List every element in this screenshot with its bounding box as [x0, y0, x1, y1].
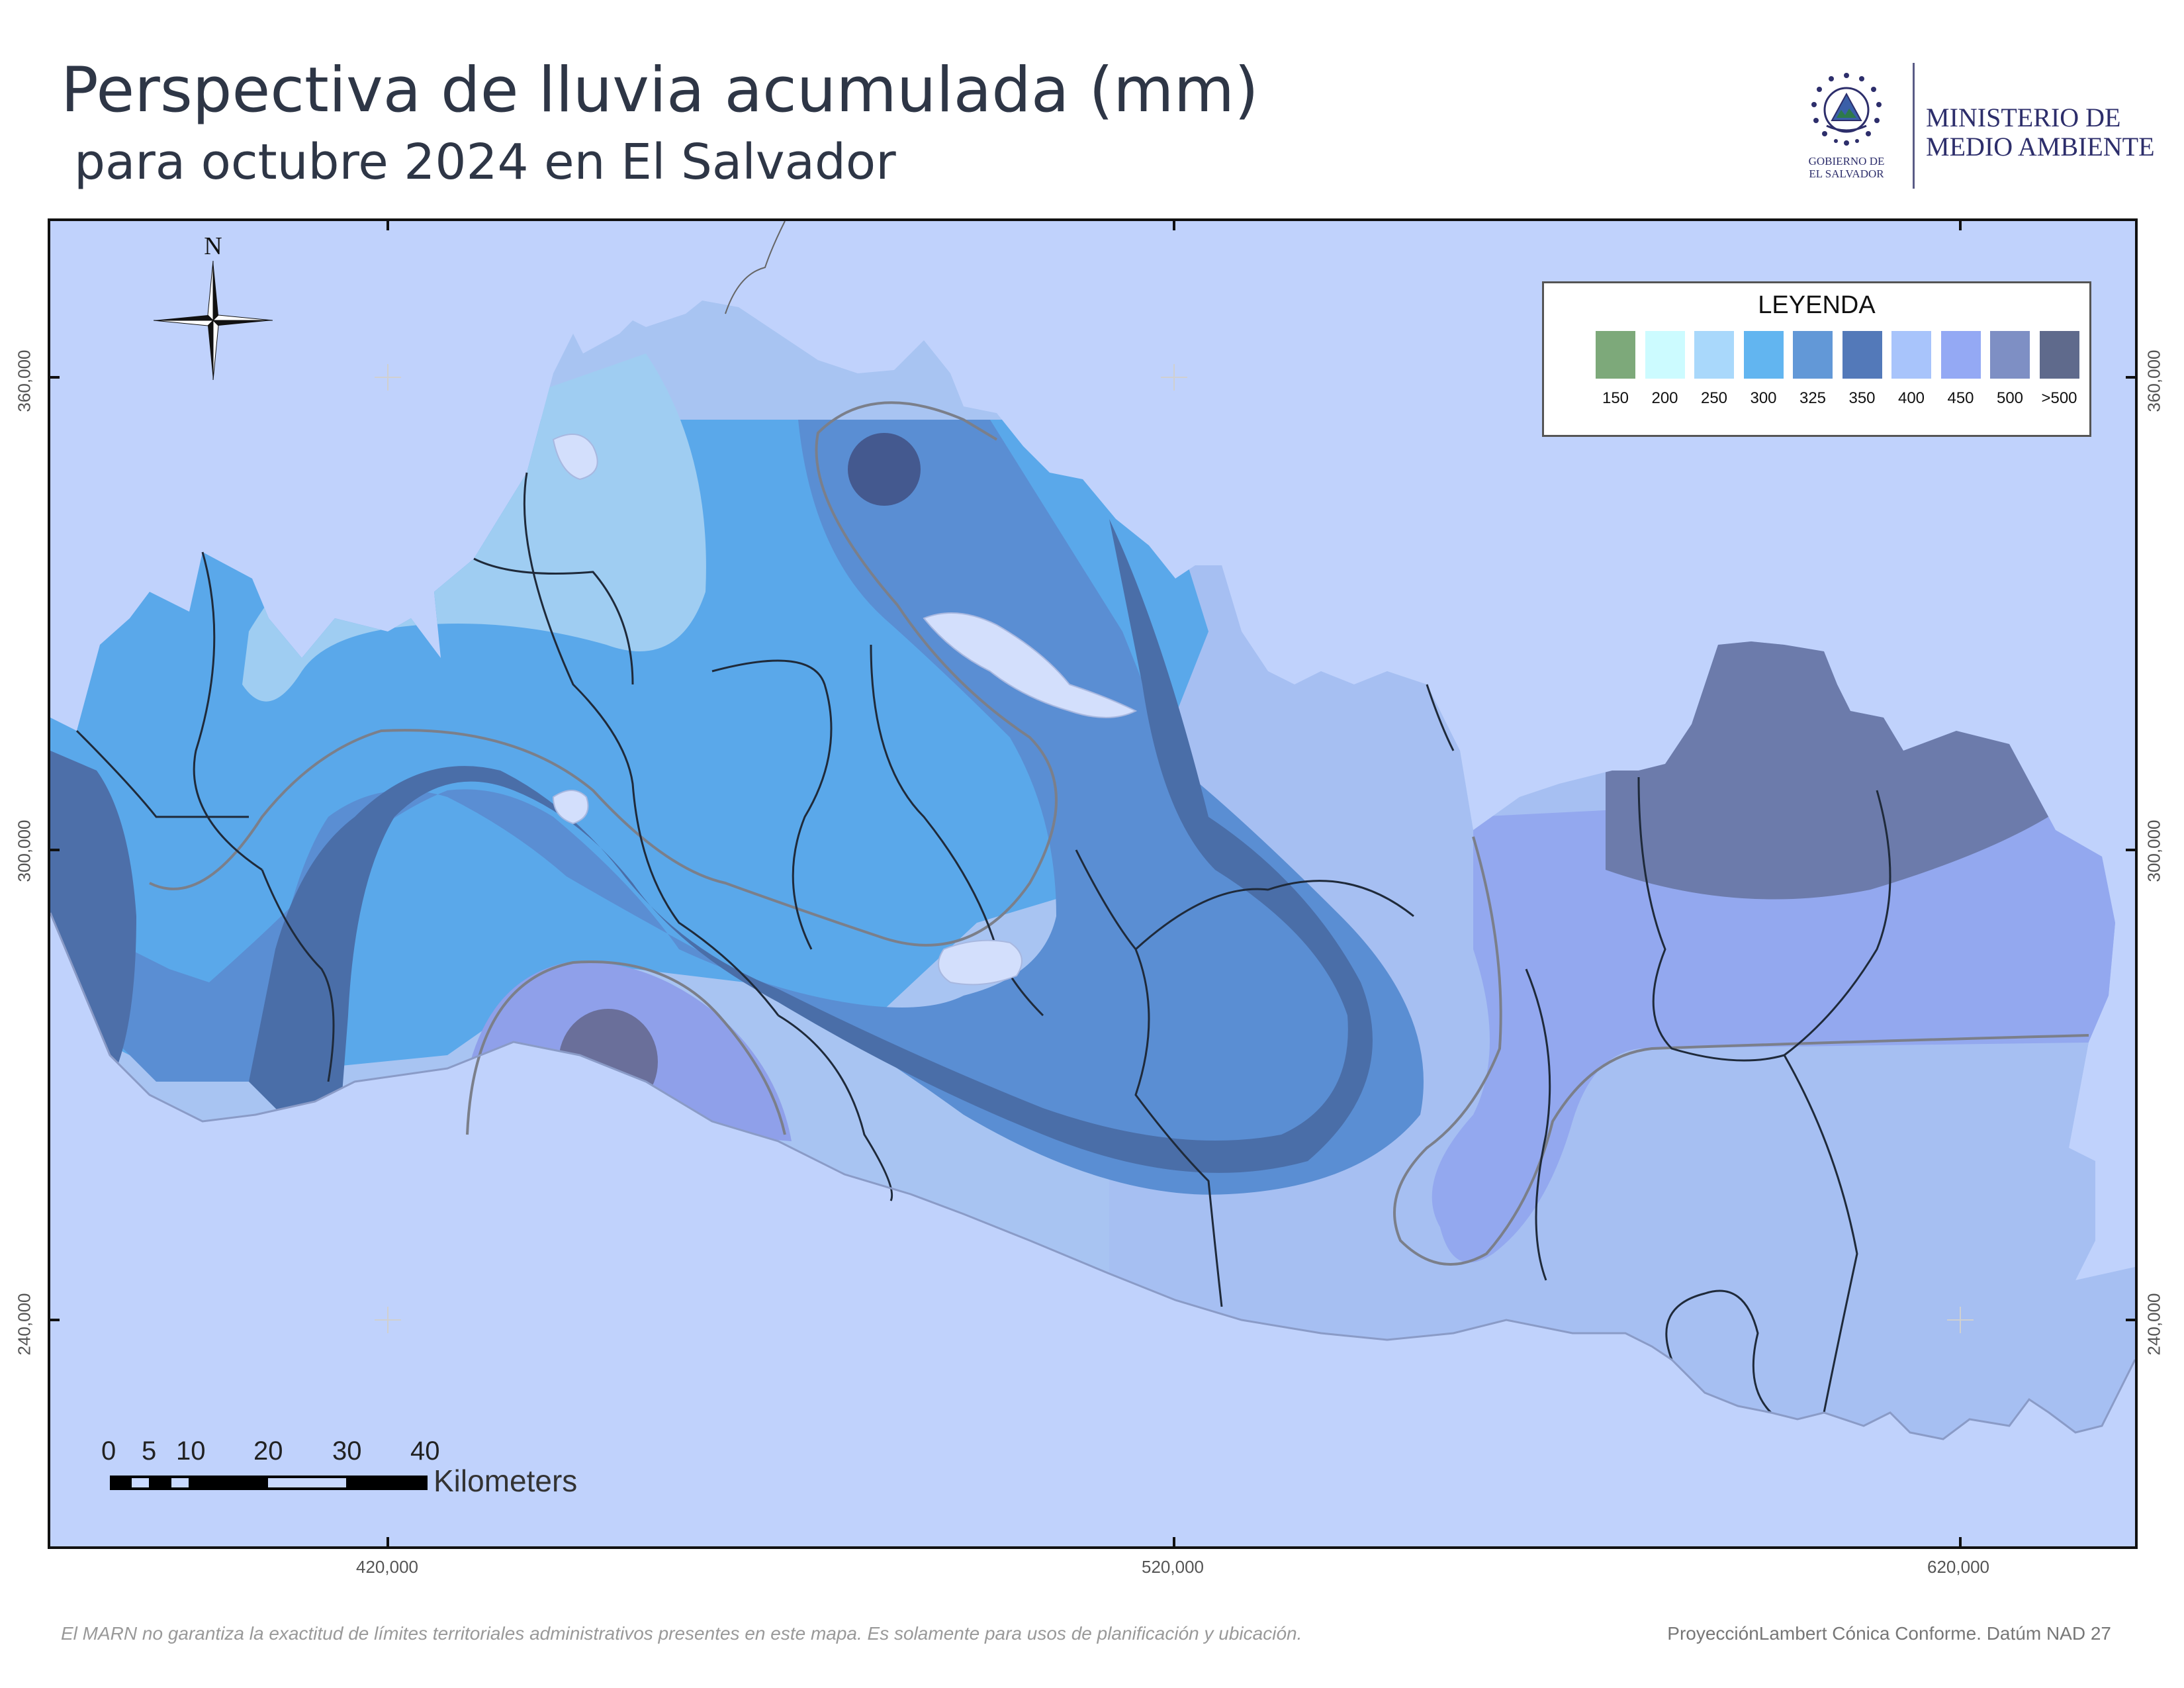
legend-swatch: [1990, 331, 2030, 379]
scale-tick-20: 20: [253, 1436, 283, 1466]
national-seal-icon: [1811, 73, 1882, 146]
frame-ticks: [50, 221, 2135, 1546]
y-label-left-360000: 360,000: [14, 350, 34, 412]
legend-swatch: [1596, 331, 1635, 379]
scale-tick-40: 40: [410, 1436, 440, 1466]
legend-label: 300: [1750, 389, 1777, 407]
x-label-420000: 420,000: [356, 1557, 418, 1577]
x-label-520000: 520,000: [1142, 1557, 1204, 1577]
north-label: N: [204, 232, 222, 260]
zone-500-north: [848, 433, 921, 506]
legend-label: 400: [1897, 389, 1925, 407]
isohyet-lines: [149, 401, 2089, 1266]
y-label-left-300000: 300,000: [14, 820, 34, 882]
government-line2: EL SALVADOR: [1809, 167, 1884, 180]
coastline: [50, 912, 2135, 1440]
river-lempa: [725, 221, 786, 314]
legend-swatch: [1842, 331, 1882, 379]
legend-label: 500: [1996, 389, 2024, 407]
legend-swatch: [1694, 331, 1734, 379]
scale-tick-5: 5: [142, 1436, 157, 1466]
lake-ilopango: [938, 939, 1023, 986]
legend-label: 450: [1947, 389, 1974, 407]
scale-tick-0: 0: [101, 1436, 116, 1466]
legend-label: >500: [2041, 389, 2077, 407]
lake-suchitlan: [923, 612, 1138, 718]
rainfall-map[interactable]: [50, 221, 2135, 1546]
page-subtitle: para octubre 2024 en El Salvador: [74, 134, 896, 191]
legend-label: 350: [1848, 389, 1876, 407]
y-label-right-360000: 360,000: [2144, 350, 2164, 412]
legend-swatch: [1891, 331, 1931, 379]
ministry-name: MINISTERIO DE MEDIO AMBIENTE: [1926, 103, 2155, 162]
scale-tick-30: 30: [332, 1436, 362, 1466]
legend-label: 200: [1651, 389, 1678, 407]
scale-unit: Kilometers: [433, 1464, 578, 1498]
north-arrow: N: [154, 232, 273, 384]
lake-guija: [552, 434, 598, 481]
legend-swatch: [1793, 331, 1833, 379]
disclaimer-text: El MARN no garantiza la exactitud de lím…: [61, 1623, 1302, 1644]
y-label-left-240000: 240,000: [14, 1293, 34, 1356]
legend-swatch: [1645, 331, 1685, 379]
legend-label: 250: [1700, 389, 1728, 407]
projection-text: ProyecciónLambert Cónica Conforme. Datúm…: [1667, 1623, 2111, 1644]
ministry-line1: MINISTERIO DE: [1926, 103, 2121, 132]
ministry-line2: MEDIO AMBIENTE: [1926, 132, 2155, 162]
x-label-620000: 620,000: [1927, 1557, 1989, 1577]
legend-swatch: [1940, 331, 1981, 379]
zone-325-center: [50, 420, 1424, 1195]
zone-500-south-west: [559, 1009, 658, 1115]
government-line1: GOBIERNO DE: [1808, 155, 1885, 167]
legend-label: 150: [1602, 389, 1629, 407]
scale-tick-10: 10: [176, 1436, 206, 1466]
compass-rose-icon: [154, 261, 273, 380]
lakes: [552, 434, 1138, 986]
graticule-crosses: [375, 364, 1974, 1333]
legend-title: LEYENDA: [1758, 291, 1876, 319]
ministry-logo: GOBIERNO DE EL SALVADOR MINISTERIO DE ME…: [1787, 60, 2158, 192]
zone-450-east: [1432, 784, 2135, 1263]
zone-325-west-edge: [50, 751, 136, 1068]
y-label-right-240000: 240,000: [2144, 1293, 2164, 1356]
legend-swatch: [2039, 331, 2079, 379]
government-label: GOBIERNO DE EL SALVADOR: [1787, 155, 1906, 180]
lake-coatepeque: [552, 790, 589, 825]
legend-label: 325: [1799, 389, 1827, 407]
page-title: Perspectiva de lluvia acumulada (mm): [61, 54, 1259, 126]
logo-divider: [1913, 63, 1915, 189]
map-frame[interactable]: [48, 218, 2138, 1549]
legend-swatch: [1743, 331, 1784, 379]
scale-bar-graphic: [110, 1476, 428, 1490]
y-label-right-300000: 300,000: [2144, 820, 2164, 882]
legend-box: LEYENDA 150 200 250 300 325 350 400 450 500 >500: [1542, 281, 2091, 437]
department-boundaries: [75, 472, 1891, 1414]
scale-bar: 0 5 10 20 30 40 Kilometers: [99, 1436, 615, 1509]
